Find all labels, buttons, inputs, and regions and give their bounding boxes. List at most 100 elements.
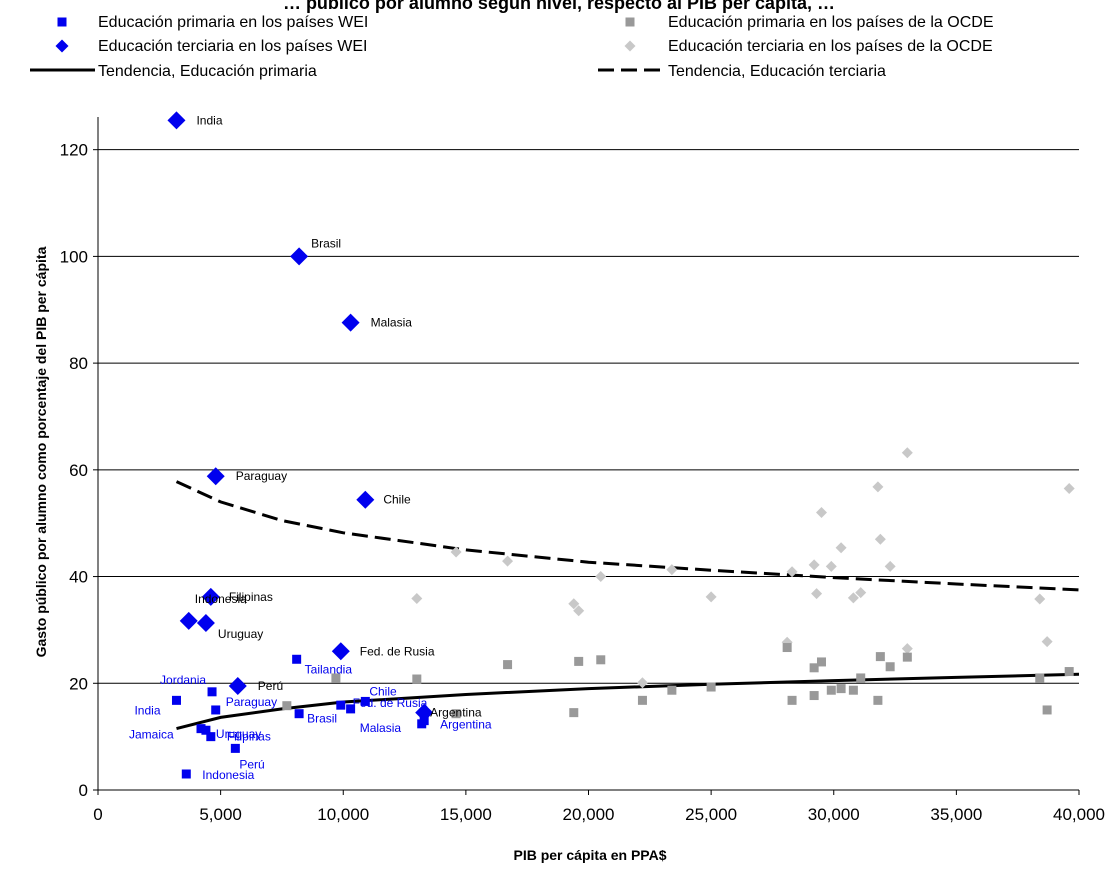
point-educacion-primaria-en-los-paises-de-la-ocde [282, 701, 292, 711]
point-label: Perú [258, 679, 283, 693]
point-educacion-primaria-en-los-paises-de-la-ocde [782, 643, 792, 653]
x-tick-label: 0 [93, 805, 102, 824]
point-educacion-primaria-en-los-paises-wei [196, 724, 206, 734]
point-educacion-primaria-en-los-paises-de-la-ocde [451, 709, 461, 719]
point-educacion-primaria-en-los-paises-wei [171, 695, 181, 705]
point-educacion-terciaria-en-los-paises-de-la-ocde [825, 560, 837, 572]
point-label: Perú [239, 757, 264, 771]
point-educacion-primaria-en-los-paises-wei [292, 654, 302, 664]
point-educacion-primaria-en-los-paises-de-la-ocde [331, 673, 341, 683]
point-educacion-primaria-en-los-paises-wei [201, 725, 211, 735]
point-educacion-terciaria-en-los-paises-de-la-ocde [636, 677, 648, 689]
point-educacion-terciaria-en-los-paises-wei [167, 111, 186, 130]
x-tick-label: 5,000 [199, 805, 242, 824]
legend-label: Educación primaria en los países WEI [98, 14, 368, 31]
point-educacion-primaria-en-los-paises-de-la-ocde [787, 695, 797, 705]
point-educacion-primaria-en-los-paises-de-la-ocde [809, 663, 819, 673]
point-educacion-primaria-en-los-paises-de-la-ocde [569, 708, 579, 718]
x-tick-label: 30,000 [808, 805, 860, 824]
y-tick-label: 40 [69, 568, 88, 587]
point-label: Filipinas [229, 590, 273, 604]
point-label: Indonesia [202, 768, 254, 782]
point-educacion-primaria-en-los-paises-de-la-ocde [848, 685, 858, 695]
x-tick-label: 40,000 [1053, 805, 1105, 824]
point-educacion-terciaria-en-los-paises-wei [201, 587, 220, 606]
point-educacion-primaria-en-los-paises-de-la-ocde [816, 657, 826, 667]
point-educacion-terciaria-en-los-paises-de-la-ocde [874, 533, 886, 545]
tick-labels: 0 20 40 60 80 100 120 0 5,000 10,000 15,000 20,000 2… [60, 141, 1105, 824]
point-educacion-primaria-en-los-paises-wei [230, 743, 240, 753]
point-educacion-primaria-en-los-paises-wei [336, 700, 346, 710]
point-educacion-primaria-en-los-paises-de-la-ocde [873, 695, 883, 705]
point-educacion-terciaria-en-los-paises-wei [331, 642, 350, 661]
x-axis-title: PIB per cápita en PPA$ [513, 847, 666, 863]
point-educacion-primaria-en-los-paises-de-la-ocde [706, 682, 716, 692]
point-educacion-terciaria-en-los-paises-wei [415, 703, 434, 722]
legend-label: Tendencia, Educación terciaria [668, 63, 886, 80]
point-educacion-terciaria-en-los-paises-de-la-ocde [815, 507, 827, 519]
legend: Educación primaria en los países WEI Educ… [30, 14, 994, 80]
point-educacion-primaria-en-los-paises-de-la-ocde [902, 652, 912, 662]
chart-title: … público por alumno según nivel, respec… [283, 0, 835, 13]
point-educacion-primaria-en-los-paises-de-la-ocde [809, 691, 819, 701]
point-label: Indonesia [195, 592, 247, 606]
point-educacion-primaria-en-los-paises-de-la-ocde [667, 685, 677, 695]
point-educacion-terciaria-en-los-paises-wei [196, 613, 215, 632]
trend-lines [175, 480, 1080, 731]
point-label: Malasia [360, 721, 402, 735]
point-educacion-terciaria-en-los-paises-de-la-ocde [835, 542, 847, 554]
point-educacion-primaria-en-los-paises-de-la-ocde [836, 684, 846, 694]
legend-label: Tendencia, Educación primaria [98, 63, 317, 80]
point-educacion-terciaria-en-los-paises-de-la-ocde [855, 587, 867, 599]
x-tick-label: 35,000 [930, 805, 982, 824]
point-label: Paraguay [226, 695, 277, 709]
point-educacion-terciaria-en-los-paises-de-la-ocde [872, 481, 884, 493]
y-tick-label: 60 [69, 461, 88, 480]
point-educacion-primaria-en-los-paises-wei [207, 687, 217, 697]
point-educacion-terciaria-en-los-paises-de-la-ocde [786, 566, 798, 578]
point-educacion-terciaria-en-los-paises-de-la-ocde [573, 605, 585, 617]
point-educacion-primaria-en-los-paises-wei [294, 709, 304, 719]
legend-marker-educacion-terciaria-en-los-paises-de-la-ocde [624, 40, 636, 52]
point-label: Tailandia [305, 662, 353, 676]
point-label: Uruguay [218, 627, 263, 641]
y-tick-label: 0 [79, 781, 88, 800]
point-label: Brasil [307, 712, 337, 726]
legend-label: Educación terciaria en los países WEI [98, 38, 367, 55]
point-educacion-terciaria-en-los-paises-de-la-ocde [595, 571, 607, 583]
point-label: Fed. de Rusia [360, 644, 435, 658]
point-educacion-terciaria-en-los-paises-de-la-ocde [811, 588, 823, 600]
data-points [167, 111, 1075, 779]
point-educacion-terciaria-en-los-paises-de-la-ocde [808, 559, 820, 571]
point-educacion-terciaria-en-los-paises-de-la-ocde [411, 592, 423, 604]
point-educacion-terciaria-en-los-paises-de-la-ocde [1041, 636, 1053, 648]
point-educacion-terciaria-en-los-paises-de-la-ocde [705, 591, 717, 603]
point-educacion-primaria-en-los-paises-de-la-ocde [503, 660, 513, 670]
point-label: Uruguay [216, 727, 261, 741]
point-label: Jamaica [129, 728, 174, 742]
point-educacion-primaria-en-los-paises-de-la-ocde [1064, 667, 1074, 677]
point-educacion-primaria-en-los-paises-de-la-ocde [1042, 705, 1052, 715]
point-educacion-primaria-en-los-paises-de-la-ocde [826, 685, 836, 695]
point-educacion-primaria-en-los-paises-de-la-ocde [875, 652, 885, 662]
legend-marker-educacion-primaria-en-los-paises-wei [57, 17, 67, 27]
point-educacion-primaria-en-los-paises-de-la-ocde [1035, 673, 1045, 683]
point-educacion-terciaria-en-los-paises-de-la-ocde [502, 555, 514, 567]
point-educacion-primaria-en-los-paises-wei [211, 705, 221, 715]
point-educacion-terciaria-en-los-paises-wei [290, 247, 309, 266]
point-educacion-terciaria-en-los-paises-wei [206, 467, 225, 486]
point-educacion-terciaria-en-los-paises-wei [356, 490, 375, 509]
x-tick-label: 25,000 [685, 805, 737, 824]
point-label: Paraguay [236, 469, 287, 483]
point-label: India [134, 703, 160, 717]
x-tick-label: 20,000 [563, 805, 615, 824]
point-educacion-terciaria-en-los-paises-wei [179, 611, 198, 630]
point-educacion-primaria-en-los-paises-de-la-ocde [412, 674, 422, 684]
point-educacion-primaria-en-los-paises-de-la-ocde [637, 695, 647, 705]
y-tick-label: 80 [69, 354, 88, 373]
point-label: Filipinas [227, 730, 271, 744]
point-educacion-primaria-en-los-paises-wei [346, 704, 356, 714]
point-label: Argentina [440, 718, 492, 732]
